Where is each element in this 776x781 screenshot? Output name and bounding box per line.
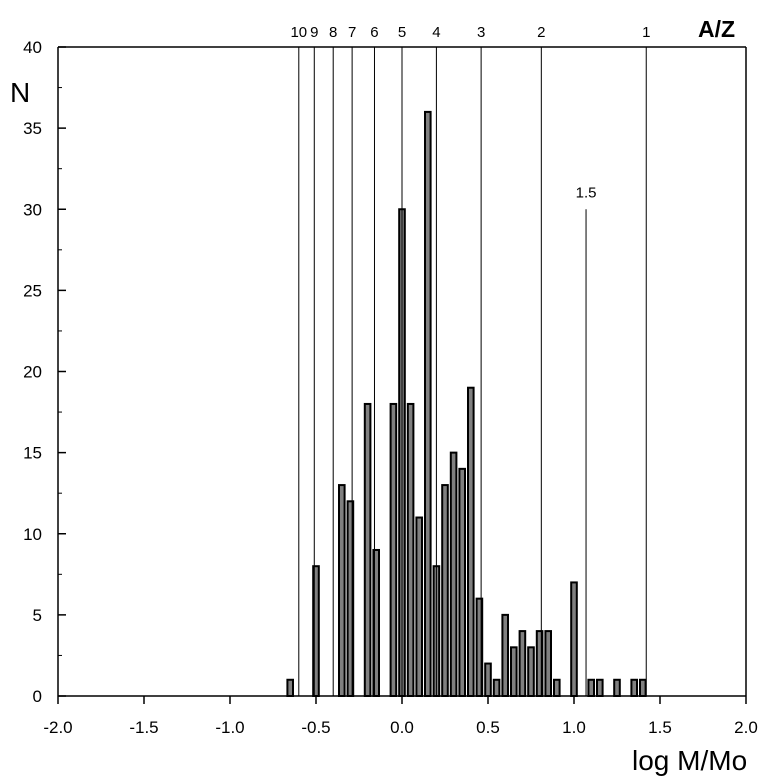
az-label: 5 <box>398 24 406 41</box>
y-tick-label: 15 <box>23 444 42 463</box>
az-label: 2 <box>537 24 545 41</box>
y-axis-title: N <box>10 77 30 108</box>
az-lines-layer <box>298 47 647 696</box>
az-label: 9 <box>310 24 318 41</box>
y-tick-label: 40 <box>23 38 42 57</box>
histogram-bar <box>424 110 432 697</box>
histogram-bar <box>389 402 398 697</box>
bars-layer <box>286 110 647 698</box>
top-axis-title: A/Z <box>698 16 735 42</box>
histogram-bar <box>492 678 501 698</box>
x-tick-label: 1.0 <box>562 718 586 737</box>
histogram-bar <box>553 678 561 698</box>
az-label: 3 <box>477 24 485 41</box>
histogram-bar <box>286 678 294 698</box>
y-tick-label: 30 <box>23 200 42 219</box>
x-tick-label: -1.5 <box>129 718 158 737</box>
histogram-bar <box>467 386 475 697</box>
x-tick-label: 1.5 <box>648 718 672 737</box>
az-label: 4 <box>432 24 440 41</box>
x-axis-title: log M/Mo <box>632 745 747 776</box>
histogram-bar <box>363 402 372 697</box>
histogram-bar <box>406 402 415 697</box>
histogram-bar <box>449 451 458 697</box>
az-label: 7 <box>348 24 356 41</box>
y-tick-label: 20 <box>23 363 42 382</box>
histogram-bar <box>613 678 621 698</box>
az-label: 6 <box>370 24 378 41</box>
y-tick-label: 10 <box>23 525 42 544</box>
az-label: 8 <box>329 24 337 41</box>
histogram-bar <box>458 467 466 697</box>
x-tick-label: -2.0 <box>43 718 72 737</box>
axes-layer <box>57 46 747 704</box>
histogram-bar <box>415 516 423 698</box>
histogram-bar <box>484 662 492 697</box>
y-tick-label: 25 <box>23 281 42 300</box>
histogram-bar <box>596 678 604 698</box>
y-tick-label: 0 <box>33 687 42 706</box>
histogram-bar <box>338 484 346 698</box>
histogram-bar <box>527 646 535 698</box>
y-tick-label: 35 <box>23 119 42 138</box>
histogram-bar <box>544 630 553 697</box>
histogram-bar <box>587 678 596 698</box>
annotation-label: 1.5 <box>576 184 597 201</box>
histogram-bar <box>630 678 639 698</box>
histogram-bar <box>441 484 449 698</box>
histogram-bar <box>518 630 527 697</box>
histogram-bar <box>639 678 647 698</box>
y-tick-label: 5 <box>33 606 42 625</box>
x-tick-label: 0.0 <box>390 718 414 737</box>
histogram-bar <box>510 646 518 698</box>
x-tick-label: -0.5 <box>301 718 330 737</box>
histogram-bar <box>501 613 509 697</box>
x-tick-label: 0.5 <box>476 718 500 737</box>
x-tick-label: -1.0 <box>215 718 244 737</box>
x-tick-label: 2.0 <box>734 718 758 737</box>
histogram-bar <box>570 581 578 697</box>
az-label: 10 <box>290 24 307 41</box>
az-label: 1 <box>642 24 650 41</box>
